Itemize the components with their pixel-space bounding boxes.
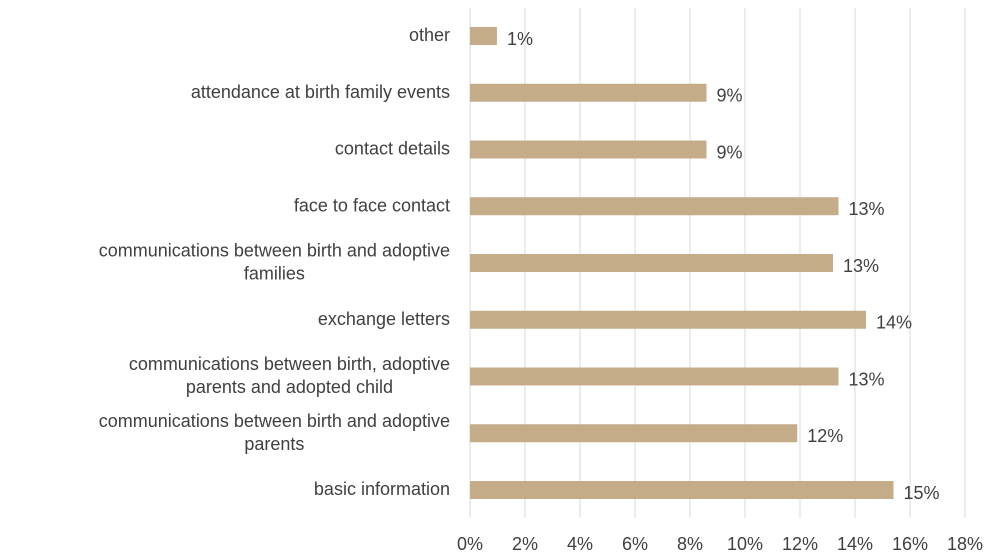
y-tick-label: exchange letters (318, 309, 450, 329)
x-tick-label: 18% (947, 534, 983, 554)
y-tick-label: communications between birth and adoptiv… (99, 411, 450, 454)
y-tick-label: face to face contact (294, 195, 450, 215)
y-tick-label: attendance at birth family events (191, 82, 450, 102)
bar (470, 481, 894, 499)
y-tick-label: basic information (314, 479, 450, 499)
x-tick-label: 16% (892, 534, 928, 554)
label-line: attendance at birth family events (191, 82, 450, 102)
x-tick-label: 10% (727, 534, 763, 554)
label-line: families (244, 263, 305, 283)
data-label: 13% (849, 369, 885, 389)
x-tick-label: 8% (677, 534, 703, 554)
x-tick-label: 14% (837, 534, 873, 554)
y-tick-label: communications between birth and adoptiv… (99, 240, 450, 283)
x-tick-label: 2% (512, 534, 538, 554)
data-label: 9% (717, 86, 743, 106)
label-line: communications between birth, adoptive (129, 354, 450, 374)
label-line: parents (244, 434, 304, 454)
bar (470, 424, 798, 443)
bar (470, 197, 839, 216)
bar (470, 83, 707, 102)
label-line: contact details (335, 138, 450, 158)
data-label: 13% (843, 256, 879, 276)
x-tick-label: 12% (782, 534, 818, 554)
label-line: communications between birth and adoptiv… (99, 240, 450, 260)
data-label: 1% (507, 29, 533, 49)
bar (470, 254, 833, 272)
label-line: face to face contact (294, 195, 450, 215)
label-line: communications between birth and adoptiv… (99, 411, 450, 431)
y-tick-label: communications between birth, adoptive pa… (129, 354, 450, 397)
label-line: other (409, 25, 450, 45)
label-line: parents and adopted child (186, 377, 393, 397)
bar (470, 310, 866, 329)
label-line: exchange letters (318, 309, 450, 329)
y-tick-label: contact details (335, 138, 450, 158)
x-tick-label: 6% (622, 534, 648, 554)
x-tick-label: 4% (567, 534, 593, 554)
data-label: 12% (807, 426, 843, 446)
y-tick-label: other (409, 25, 450, 45)
data-label: 9% (717, 142, 743, 162)
bar (470, 367, 839, 386)
data-label: 13% (849, 199, 885, 219)
label-line: basic information (314, 479, 450, 499)
x-tick-label: 0% (457, 534, 483, 554)
data-label: 14% (876, 313, 912, 333)
data-label: 15% (904, 483, 940, 503)
bar (470, 27, 497, 45)
bar (470, 140, 707, 159)
